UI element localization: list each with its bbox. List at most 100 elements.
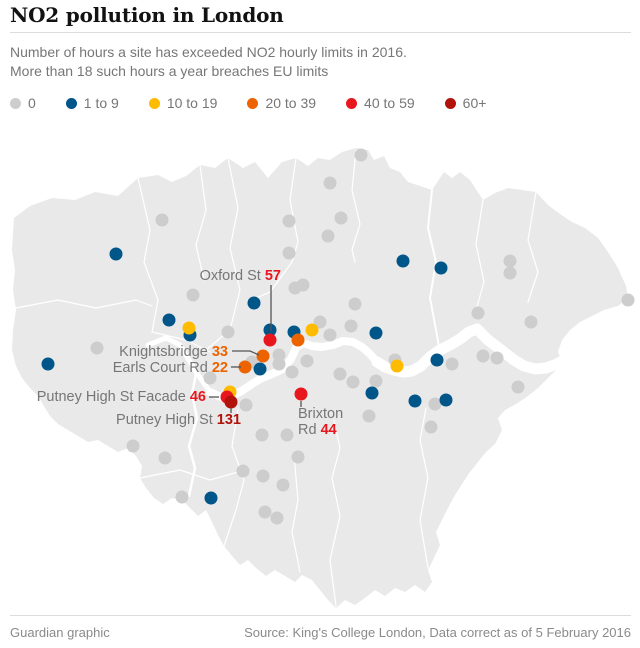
site-dot-0 bbox=[369, 374, 383, 388]
site-dot-0 bbox=[175, 490, 189, 504]
site-dot-0 bbox=[334, 211, 348, 225]
site-dot-0 bbox=[362, 409, 376, 423]
site-dot-1-to-9 bbox=[365, 386, 379, 400]
site-dot-0 bbox=[323, 176, 337, 190]
site-dot-0 bbox=[300, 354, 314, 368]
site-dot-0 bbox=[255, 428, 269, 442]
site-dot-0 bbox=[323, 328, 337, 342]
site-dot-0 bbox=[270, 511, 284, 525]
site-dot-10-to-19 bbox=[390, 359, 404, 373]
site-dot-0 bbox=[155, 213, 169, 227]
legend-dot-icon bbox=[444, 97, 456, 109]
subtitle: Number of hours a site has exceeded NO2 … bbox=[10, 43, 407, 81]
site-dot-0 bbox=[276, 478, 290, 492]
annotation-label: Knightsbridge 33 bbox=[119, 344, 228, 360]
site-dot-0 bbox=[503, 254, 517, 268]
legend-label: 40 to 59 bbox=[364, 95, 415, 111]
credit-text: Guardian graphic bbox=[10, 625, 110, 640]
site-dot-0 bbox=[476, 349, 490, 363]
site-dot-0 bbox=[471, 306, 485, 320]
site-dot-0 bbox=[511, 380, 525, 394]
legend: 0 1 to 9 10 to 19 20 to 39 40 to 59 60+ bbox=[10, 95, 516, 111]
site-dot-0 bbox=[126, 439, 140, 453]
legend-item-40-to-59: 40 to 59 bbox=[346, 95, 415, 111]
site-dot-1-to-9 bbox=[439, 393, 453, 407]
annotation-label: Brixton bbox=[298, 406, 343, 422]
site-dot-0 bbox=[282, 246, 296, 260]
legend-label: 60+ bbox=[462, 95, 487, 111]
site-dot-20-to-39 bbox=[256, 349, 270, 363]
site-dot-0 bbox=[428, 397, 442, 411]
site-dot-0 bbox=[313, 315, 327, 329]
annotation-label: Earls Court Rd 22 bbox=[113, 360, 228, 376]
site-dot-1-to-9 bbox=[204, 491, 218, 505]
annotation-label: Oxford St 57 bbox=[200, 268, 281, 284]
site-dot-0 bbox=[346, 375, 360, 389]
legend-dot-icon bbox=[10, 97, 21, 109]
site-dot-0 bbox=[354, 148, 368, 162]
site-dot-0 bbox=[272, 357, 286, 371]
legend-dot-icon bbox=[247, 97, 259, 109]
site-dot-0 bbox=[445, 357, 459, 371]
legend-dot-icon bbox=[65, 97, 77, 109]
site-dot-40-to-59 bbox=[263, 333, 277, 347]
site-dot-20-to-39 bbox=[291, 333, 305, 347]
site-dot-1-to-9 bbox=[369, 326, 383, 340]
site-dot-1-to-9 bbox=[162, 313, 176, 327]
site-dot-1-to-9 bbox=[396, 254, 410, 268]
site-dot-10-to-19 bbox=[182, 321, 196, 335]
legend-item-20-to-39: 20 to 39 bbox=[247, 95, 316, 111]
site-dot-0 bbox=[621, 293, 635, 307]
site-dot-0 bbox=[344, 319, 358, 333]
site-dot-10-to-19 bbox=[305, 323, 319, 337]
site-dot-0 bbox=[285, 365, 299, 379]
annotation-leader-line bbox=[232, 350, 260, 356]
site-dot-1-to-9 bbox=[434, 261, 448, 275]
tributary-river bbox=[187, 372, 199, 498]
site-dot-0 bbox=[221, 325, 235, 339]
annotation-label: Putney High St Facade 46 bbox=[37, 389, 206, 405]
site-dot-40-to-59 bbox=[294, 387, 308, 401]
legend-label: 10 to 19 bbox=[166, 95, 218, 111]
site-dot-1-to-9 bbox=[247, 296, 261, 310]
site-dot-0 bbox=[258, 505, 272, 519]
site-dot-0 bbox=[280, 428, 294, 442]
site-dot-0 bbox=[321, 229, 335, 243]
footer-divider bbox=[10, 615, 631, 616]
site-dot-0 bbox=[282, 214, 296, 228]
site-dot-1-to-9 bbox=[253, 362, 267, 376]
legend-dot-icon bbox=[346, 97, 358, 109]
site-dot-1-to-9 bbox=[408, 394, 422, 408]
site-dots bbox=[41, 148, 635, 525]
site-dot-0 bbox=[272, 348, 286, 362]
site-dot-0 bbox=[291, 450, 305, 464]
site-dot-0 bbox=[503, 266, 517, 280]
legend-item-1-to-9: 1 to 9 bbox=[65, 95, 119, 111]
legend-label: 0 bbox=[28, 95, 36, 111]
lea-river bbox=[427, 189, 441, 353]
legend-item-0: 0 bbox=[10, 95, 36, 111]
site-dot-0 bbox=[239, 398, 253, 412]
site-dot-0 bbox=[333, 367, 347, 381]
legend-label: 1 to 9 bbox=[83, 95, 119, 111]
site-dot-1-to-9 bbox=[109, 247, 123, 261]
site-dot-0 bbox=[490, 351, 504, 365]
site-dot-60+ bbox=[224, 395, 238, 409]
site-dot-0 bbox=[524, 315, 538, 329]
legend-label: 20 to 39 bbox=[265, 95, 317, 111]
subtitle-line-1: Number of hours a site has exceeded NO2 … bbox=[10, 44, 407, 60]
site-dot-0 bbox=[90, 341, 104, 355]
site-dot-0 bbox=[158, 451, 172, 465]
site-dot-0 bbox=[424, 420, 438, 434]
subtitle-line-2: More than 18 such hours a year breaches … bbox=[10, 63, 329, 79]
site-dot-20-to-39 bbox=[238, 360, 252, 374]
annotation-label: Putney High St 131 bbox=[116, 412, 241, 428]
site-dot-1-to-9 bbox=[263, 323, 277, 337]
annotation-label: Rd 44 bbox=[298, 422, 337, 438]
legend-item-60+: 60+ bbox=[444, 95, 487, 111]
site-dot-0 bbox=[348, 297, 362, 311]
site-dot-0 bbox=[186, 288, 200, 302]
site-dot-0 bbox=[236, 464, 250, 478]
